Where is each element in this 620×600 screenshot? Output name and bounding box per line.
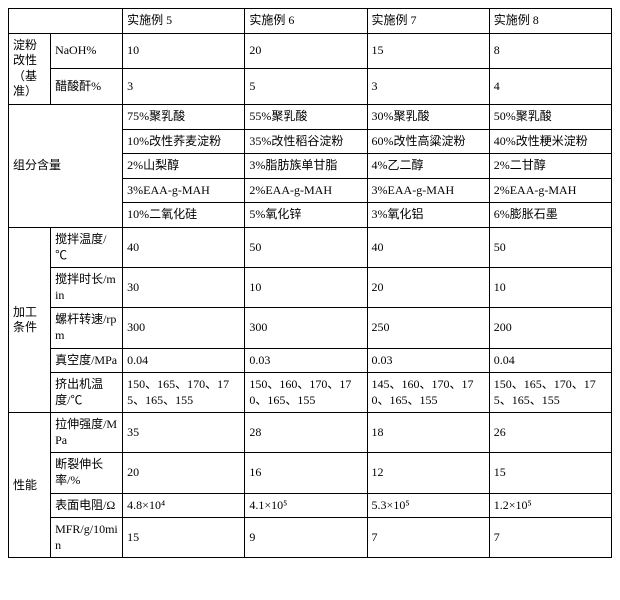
cell: 40 bbox=[367, 227, 489, 267]
cell: 10 bbox=[245, 268, 367, 308]
cell: 50%聚乳酸 bbox=[489, 104, 611, 129]
cell: 12 bbox=[367, 453, 489, 493]
group-composition: 组分含量 bbox=[9, 104, 123, 227]
cell: 60%改性高粱淀粉 bbox=[367, 129, 489, 154]
table-row: 组分含量 75%聚乳酸 55%聚乳酸 30%聚乳酸 50%聚乳酸 bbox=[9, 104, 612, 129]
table-row: 挤出机温度/℃ 150、165、170、175、165、155 150、160、… bbox=[9, 373, 612, 413]
data-table: 实施例 5 实施例 6 实施例 7 实施例 8 淀粉改性（基准） NaOH% 1… bbox=[8, 8, 612, 558]
cell: 7 bbox=[489, 518, 611, 558]
cell: 4.8×10⁴ bbox=[123, 493, 245, 518]
cell: 3%EAA-g-MAH bbox=[123, 178, 245, 203]
cell: 3 bbox=[123, 69, 245, 105]
cell: 0.03 bbox=[245, 348, 367, 373]
table-row: MFR/g/10min 15 9 7 7 bbox=[9, 518, 612, 558]
cell: 50 bbox=[245, 227, 367, 267]
cell: 3%脂肪族单甘脂 bbox=[245, 154, 367, 179]
cell: 150、165、170、175、165、155 bbox=[489, 373, 611, 413]
cell: 15 bbox=[489, 453, 611, 493]
cell: 5 bbox=[245, 69, 367, 105]
cell: 2%二甘醇 bbox=[489, 154, 611, 179]
group-performance: 性能 bbox=[9, 413, 51, 558]
group-starch-mod: 淀粉改性（基准） bbox=[9, 33, 51, 104]
cell: 5.3×10⁵ bbox=[367, 493, 489, 518]
cell: 50 bbox=[489, 227, 611, 267]
cell: 150、165、170、175、165、155 bbox=[123, 373, 245, 413]
col-ex5: 实施例 5 bbox=[123, 9, 245, 34]
table-row: 加工条件 搅拌温度/℃ 40 50 40 50 bbox=[9, 227, 612, 267]
cell: 2%山梨醇 bbox=[123, 154, 245, 179]
cell: 15 bbox=[123, 518, 245, 558]
cell: 30 bbox=[123, 268, 245, 308]
cell: 145、160、170、170、165、155 bbox=[367, 373, 489, 413]
cell: 7 bbox=[367, 518, 489, 558]
table-row: 搅拌时长/min 30 10 20 10 bbox=[9, 268, 612, 308]
cell: 28 bbox=[245, 413, 367, 453]
table-row: 性能 拉伸强度/MPa 35 28 18 26 bbox=[9, 413, 612, 453]
param-label: 真空度/MPa bbox=[51, 348, 123, 373]
header-blank bbox=[9, 9, 123, 34]
cell: 0.03 bbox=[367, 348, 489, 373]
param-label: 拉伸强度/MPa bbox=[51, 413, 123, 453]
cell: 75%聚乳酸 bbox=[123, 104, 245, 129]
cell: 3%氧化铝 bbox=[367, 203, 489, 228]
param-label: MFR/g/10min bbox=[51, 518, 123, 558]
cell: 4.1×10⁵ bbox=[245, 493, 367, 518]
table-row: 表面电阻/Ω 4.8×10⁴ 4.1×10⁵ 5.3×10⁵ 1.2×10⁵ bbox=[9, 493, 612, 518]
cell: 4%乙二醇 bbox=[367, 154, 489, 179]
cell: 10%二氧化硅 bbox=[123, 203, 245, 228]
cell: 250 bbox=[367, 308, 489, 348]
param-label: 搅拌温度/℃ bbox=[51, 227, 123, 267]
cell: 300 bbox=[245, 308, 367, 348]
header-row: 实施例 5 实施例 6 实施例 7 实施例 8 bbox=[9, 9, 612, 34]
param-label: NaOH% bbox=[51, 33, 123, 69]
table-row: 真空度/MPa 0.04 0.03 0.03 0.04 bbox=[9, 348, 612, 373]
table-row: 醋酸酐% 3 5 3 4 bbox=[9, 69, 612, 105]
param-label: 挤出机温度/℃ bbox=[51, 373, 123, 413]
group-process: 加工条件 bbox=[9, 227, 51, 412]
cell: 5%氧化锌 bbox=[245, 203, 367, 228]
cell: 150、160、170、170、165、155 bbox=[245, 373, 367, 413]
cell: 10%改性荞麦淀粉 bbox=[123, 129, 245, 154]
cell: 10 bbox=[123, 33, 245, 69]
cell: 300 bbox=[123, 308, 245, 348]
cell: 3%EAA-g-MAH bbox=[367, 178, 489, 203]
cell: 20 bbox=[123, 453, 245, 493]
cell: 18 bbox=[367, 413, 489, 453]
table-row: 淀粉改性（基准） NaOH% 10 20 15 8 bbox=[9, 33, 612, 69]
cell: 0.04 bbox=[123, 348, 245, 373]
cell: 35%改性稻谷淀粉 bbox=[245, 129, 367, 154]
cell: 8 bbox=[489, 33, 611, 69]
table-row: 断裂伸长率/% 20 16 12 15 bbox=[9, 453, 612, 493]
param-label: 断裂伸长率/% bbox=[51, 453, 123, 493]
cell: 1.2×10⁵ bbox=[489, 493, 611, 518]
param-label: 螺杆转速/rpm bbox=[51, 308, 123, 348]
cell: 40 bbox=[123, 227, 245, 267]
cell: 30%聚乳酸 bbox=[367, 104, 489, 129]
cell: 6%膨胀石墨 bbox=[489, 203, 611, 228]
cell: 40%改性粳米淀粉 bbox=[489, 129, 611, 154]
col-ex6: 实施例 6 bbox=[245, 9, 367, 34]
col-ex7: 实施例 7 bbox=[367, 9, 489, 34]
param-label: 醋酸酐% bbox=[51, 69, 123, 105]
cell: 3 bbox=[367, 69, 489, 105]
cell: 2%EAA-g-MAH bbox=[489, 178, 611, 203]
cell: 4 bbox=[489, 69, 611, 105]
cell: 10 bbox=[489, 268, 611, 308]
param-label: 搅拌时长/min bbox=[51, 268, 123, 308]
cell: 16 bbox=[245, 453, 367, 493]
cell: 20 bbox=[367, 268, 489, 308]
cell: 26 bbox=[489, 413, 611, 453]
col-ex8: 实施例 8 bbox=[489, 9, 611, 34]
cell: 0.04 bbox=[489, 348, 611, 373]
table-row: 螺杆转速/rpm 300 300 250 200 bbox=[9, 308, 612, 348]
cell: 35 bbox=[123, 413, 245, 453]
cell: 200 bbox=[489, 308, 611, 348]
cell: 55%聚乳酸 bbox=[245, 104, 367, 129]
param-label: 表面电阻/Ω bbox=[51, 493, 123, 518]
cell: 20 bbox=[245, 33, 367, 69]
cell: 15 bbox=[367, 33, 489, 69]
cell: 2%EAA-g-MAH bbox=[245, 178, 367, 203]
cell: 9 bbox=[245, 518, 367, 558]
